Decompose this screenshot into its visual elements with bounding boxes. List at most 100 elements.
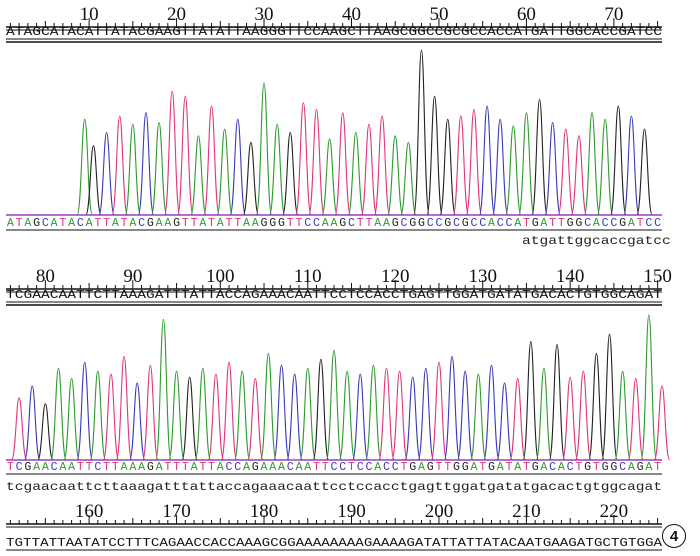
ruler-tick-label: 10 [80,4,99,25]
trace-peak [137,112,155,216]
called-base: T [199,461,206,474]
called-base: A [138,461,145,474]
called-base: T [94,217,101,230]
called-base: A [243,461,250,474]
trace-peak [378,367,395,461]
called-base: T [164,461,171,474]
called-base: T [366,217,373,230]
called-base: G [252,461,259,474]
called-base: G [532,217,539,230]
trace-peak [150,122,168,216]
called-base: T [121,217,128,230]
called-base: A [540,461,547,474]
trace-peak [439,118,456,216]
trace-peak [640,314,658,461]
called-base: A [331,217,338,230]
trace-peak [583,112,601,216]
called-base: A [51,217,58,230]
called-base: T [16,217,23,230]
called-base: T [182,461,189,474]
called-base: C [313,217,320,230]
called-base: T [357,217,364,230]
called-base: T [208,217,215,230]
called-base: G [575,217,582,230]
trace-peak [636,128,653,216]
trace-peak [177,95,194,216]
called-base: G [532,461,539,474]
called-base: G [261,217,268,230]
called-base: A [261,461,268,474]
called-base: A [628,461,635,474]
trace-peak [273,364,290,461]
ruler-tick-label: 80 [36,266,55,287]
called-base: A [112,217,119,230]
called-base: A [278,461,285,474]
called-base: C [16,461,23,474]
called-base: G [339,217,346,230]
trace-peak [588,352,605,461]
called-base: G [444,217,451,230]
trace-peak [124,123,142,216]
called-base: G [24,461,31,474]
trace-peak [268,123,286,216]
called-base: T [182,217,189,230]
called-base: C [470,217,477,230]
called-base: C [366,461,373,474]
called-base: A [86,217,93,230]
trace-peak [360,123,378,216]
called-base: G [33,217,40,230]
ruler-tick-label: 210 [512,501,541,522]
trace-peak [128,382,146,461]
called-base: A [129,217,136,230]
called-base: T [77,461,84,474]
trace-peak [207,373,225,461]
trace-peak [404,376,421,461]
trace-peak [535,367,553,461]
called-base: A [243,217,250,230]
called-base: A [164,217,171,230]
called-base: A [497,461,504,474]
called-base: T [400,461,407,474]
called-base: C [505,217,512,230]
called-base: T [444,461,451,474]
ruler-tick-label: 160 [75,501,104,522]
trace-peak [456,370,474,461]
ruler-tick-label: 100 [206,266,235,287]
ruler-tick-label: 150 [643,266,672,287]
called-base: G [610,461,617,474]
called-base: C [42,217,49,230]
ruler-tick-label: 220 [600,501,629,522]
trace-peak [24,385,41,461]
called-base: C [584,217,591,230]
trace-peak [352,373,369,461]
trace-peak [391,370,408,461]
called-base: A [593,217,600,230]
called-base: A [156,461,163,474]
trace-peak [509,378,526,461]
called-base: T [654,461,661,474]
called-base: C [619,461,626,474]
trace-peak [111,115,128,216]
trace-peak [282,131,299,216]
ruler-tick-label: 120 [381,266,410,287]
trace-peak [295,102,312,216]
ruler-tick-label: 30 [255,4,274,25]
trace-peak [570,135,588,216]
trace-peak [544,122,561,216]
trace-peak [483,364,500,461]
called-base: A [558,461,565,474]
trace-peak [548,344,566,461]
called-base: G [488,461,495,474]
called-base: C [602,217,609,230]
ruler-tick-label: 180 [250,501,279,522]
trace-peak [325,349,343,461]
called-base: A [129,461,136,474]
trace-peak [308,108,325,216]
reference-sequence: TCGAACAATTCTTAAAGATTTATTACCAGAAACAATTCCT… [6,289,662,302]
trace-peak [478,105,496,216]
trace-peak [347,131,365,216]
trace-peak [312,358,330,461]
called-base: C [348,217,355,230]
called-base: T [549,217,556,230]
called-base: A [304,461,311,474]
